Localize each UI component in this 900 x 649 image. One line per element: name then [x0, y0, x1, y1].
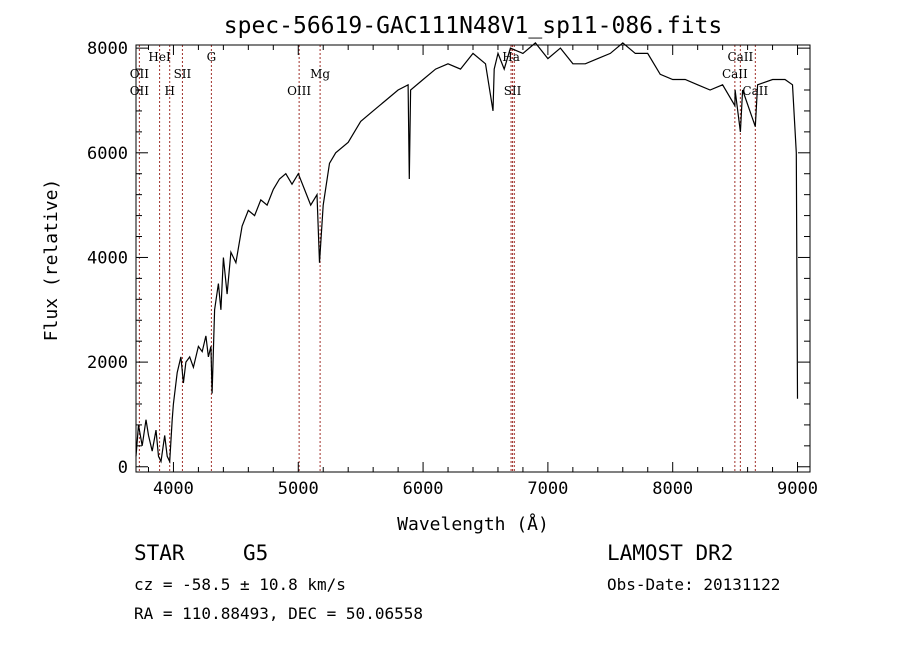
y-tick-label: 4000 — [87, 248, 128, 268]
x-tick-label: 9000 — [777, 479, 818, 499]
x-tick-labels: 4000 5000 6000 7000 8000 9000 — [153, 479, 818, 499]
line-label-oii: OII — [130, 84, 150, 98]
x-axis-label: Wavelength (Å) — [397, 513, 549, 535]
y-tick-label: 0 — [118, 458, 128, 478]
line-label-ha: Ha — [502, 50, 520, 64]
y-tick-label: 8000 — [87, 39, 128, 59]
spectral-lines — [138, 45, 756, 472]
object-subclass: G5 — [243, 541, 268, 565]
x-tick-label: 6000 — [403, 479, 444, 499]
line-label-hei: HeI — [148, 50, 171, 64]
y-tick-labels: 0 2000 4000 6000 8000 — [87, 39, 128, 478]
chart-title: spec-56619-GAC111N48V1_sp11-086.fits — [224, 13, 723, 39]
y-axis-label: Flux (relative) — [41, 179, 62, 342]
line-label-g: G — [207, 50, 217, 64]
object-class: STAR — [134, 541, 185, 565]
y-tick-label: 2000 — [87, 353, 128, 373]
x-tick-label: 5000 — [278, 479, 319, 499]
line-label-caii: CaII — [742, 84, 768, 98]
obs-date: Obs-Date: 20131122 — [607, 575, 780, 594]
x-tick-label: 8000 — [652, 479, 693, 499]
line-label-oiii: OIII — [287, 84, 311, 98]
spectrum-series-line — [135, 42, 799, 464]
coordinates: RA = 110.88493, DEC = 50.06558 — [134, 604, 423, 623]
line-label-oii: OII — [130, 67, 150, 81]
y-tick-label: 6000 — [87, 144, 128, 164]
line-label-caii: CaII — [722, 67, 748, 81]
x-tick-label: 4000 — [153, 479, 194, 499]
line-label-sii: SII — [504, 84, 522, 98]
axis-ticks — [136, 45, 810, 472]
redshift-cz: cz = -58.5 ± 10.8 km/s — [134, 575, 346, 594]
line-label-sii: SII — [174, 67, 192, 81]
line-label-caii: CaII — [727, 50, 753, 64]
x-tick-label: 7000 — [527, 479, 568, 499]
line-label-mg: Mg — [310, 67, 330, 81]
survey-name: LAMOST DR2 — [607, 541, 733, 565]
line-label-h: H — [164, 84, 174, 98]
